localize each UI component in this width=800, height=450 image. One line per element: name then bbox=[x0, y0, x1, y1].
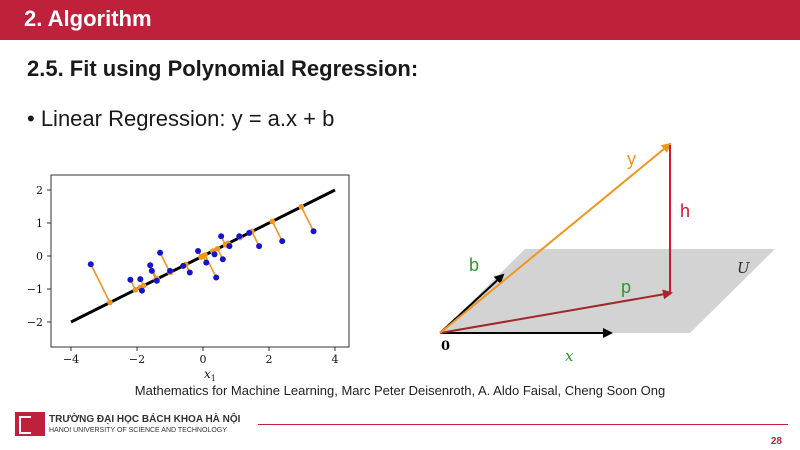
data-point bbox=[218, 233, 225, 240]
data-point bbox=[213, 274, 220, 281]
page-number: 28 bbox=[770, 436, 782, 447]
projected-point bbox=[132, 286, 139, 293]
subspace-plane bbox=[440, 249, 775, 333]
label-h: h bbox=[680, 201, 690, 221]
data-point bbox=[226, 243, 233, 250]
label-p: p bbox=[621, 277, 631, 297]
x-tick-label: −4 bbox=[63, 353, 79, 366]
data-point bbox=[256, 243, 263, 250]
university-name-en: HANOI UNIVERSITY OF SCIENCE AND TECHNOLO… bbox=[49, 427, 227, 434]
projection-p-vector bbox=[439, 289, 673, 334]
data-point bbox=[138, 287, 145, 294]
data-point bbox=[157, 249, 164, 256]
y-tick-label: −2 bbox=[27, 316, 43, 329]
x-axis-label-subscript: 1 bbox=[211, 374, 216, 382]
plot-ticks: −4 −2 0 2 4 2 1 0 −1 −2 bbox=[27, 184, 339, 366]
data-point bbox=[211, 251, 218, 258]
label-origin: 0 bbox=[441, 339, 450, 354]
data-point bbox=[279, 238, 286, 245]
x-tick-label: 0 bbox=[200, 353, 207, 366]
label-b: b bbox=[469, 255, 479, 275]
x-axis-label: x1 bbox=[204, 367, 216, 382]
data-point bbox=[147, 262, 154, 269]
projected-point bbox=[107, 299, 113, 306]
data-point bbox=[203, 259, 210, 266]
data-point bbox=[167, 267, 173, 274]
residual-segment bbox=[204, 254, 217, 278]
projected-point bbox=[214, 245, 221, 252]
projected-point bbox=[298, 204, 305, 210]
y-tick-label: −1 bbox=[27, 283, 43, 296]
bullet-linear-regression: • Linear Regression: y = a.x + b bbox=[27, 106, 335, 131]
data-point bbox=[310, 228, 317, 235]
data-point bbox=[246, 229, 253, 236]
data-point bbox=[195, 248, 202, 255]
x-tick-label: 4 bbox=[332, 353, 339, 366]
data-point bbox=[148, 267, 155, 274]
residual-segment bbox=[300, 206, 315, 232]
label-x: x bbox=[565, 347, 574, 365]
header-bar: 2. Algorithm bbox=[0, 0, 800, 40]
projected-point bbox=[202, 252, 208, 258]
label-U: U bbox=[737, 259, 751, 277]
y-tick-label: 1 bbox=[36, 217, 43, 230]
slide-subtitle: 2.5. Fit using Polynomial Regression: bbox=[27, 56, 419, 81]
projected-point bbox=[269, 218, 276, 225]
plot-frame bbox=[50, 174, 350, 348]
vector-y bbox=[439, 142, 672, 334]
data-point bbox=[127, 276, 134, 283]
data-point bbox=[137, 276, 144, 283]
data-point bbox=[153, 277, 160, 284]
data-point bbox=[186, 269, 193, 276]
projection-diagram: y h b p U x 0 bbox=[439, 142, 775, 365]
x-tick-label: −2 bbox=[129, 353, 145, 366]
y-tick-label: 0 bbox=[36, 250, 43, 263]
university-logo bbox=[15, 412, 45, 436]
residual-segment bbox=[90, 263, 111, 303]
label-y: y bbox=[627, 149, 636, 169]
data-point bbox=[180, 262, 187, 269]
y-tick-label: 2 bbox=[36, 184, 43, 197]
citation: Mathematics for Machine Learning, Marc P… bbox=[134, 383, 666, 398]
residual-segment bbox=[271, 220, 283, 242]
data-point bbox=[87, 261, 94, 268]
x-tick-label: 2 bbox=[266, 353, 273, 366]
footer-divider bbox=[258, 424, 788, 425]
university-name-vn: TRƯỜNG ĐẠI HỌC BÁCH KHOA HÀ NỘI bbox=[49, 414, 241, 425]
header-title: 2. Algorithm bbox=[24, 6, 152, 31]
data-point bbox=[236, 233, 243, 240]
plot-points bbox=[87, 228, 317, 294]
x-axis-label-main: x bbox=[204, 367, 211, 381]
data-point bbox=[219, 256, 226, 263]
